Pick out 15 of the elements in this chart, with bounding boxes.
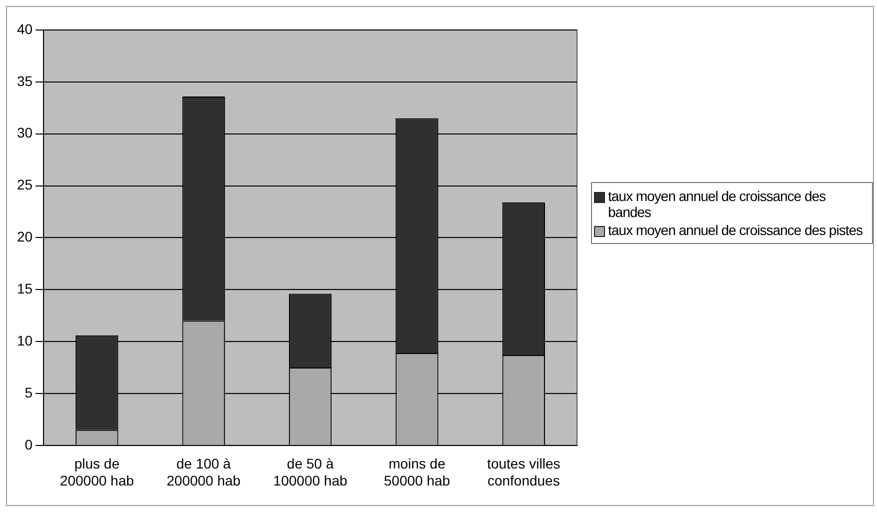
y-tick-label: 20: [16, 228, 33, 245]
y-tick-label: 40: [16, 20, 33, 37]
y-tick-label: 0: [24, 436, 33, 452]
y-tick-label: 25: [16, 176, 33, 193]
y-tick-label: 30: [16, 124, 33, 141]
x-tick-label: plus de 200000 hab: [60, 456, 134, 488]
x-tick-label: de 50 à 100000 hab: [273, 456, 348, 488]
x-tick-label: moins de 50000 hab: [384, 456, 450, 488]
x-tick-label: de 100 à 200000 hab: [166, 456, 241, 488]
y-tick-label: 5: [24, 384, 33, 400]
y-tick-label: 15: [16, 280, 33, 296]
legend-label: taux moyen annuel de croissance des pistes: [608, 222, 862, 238]
y-tick-label: 10: [16, 332, 33, 348]
x-tick-label: toutes villes confondues: [487, 456, 560, 488]
y-tick-label: 35: [16, 72, 33, 89]
